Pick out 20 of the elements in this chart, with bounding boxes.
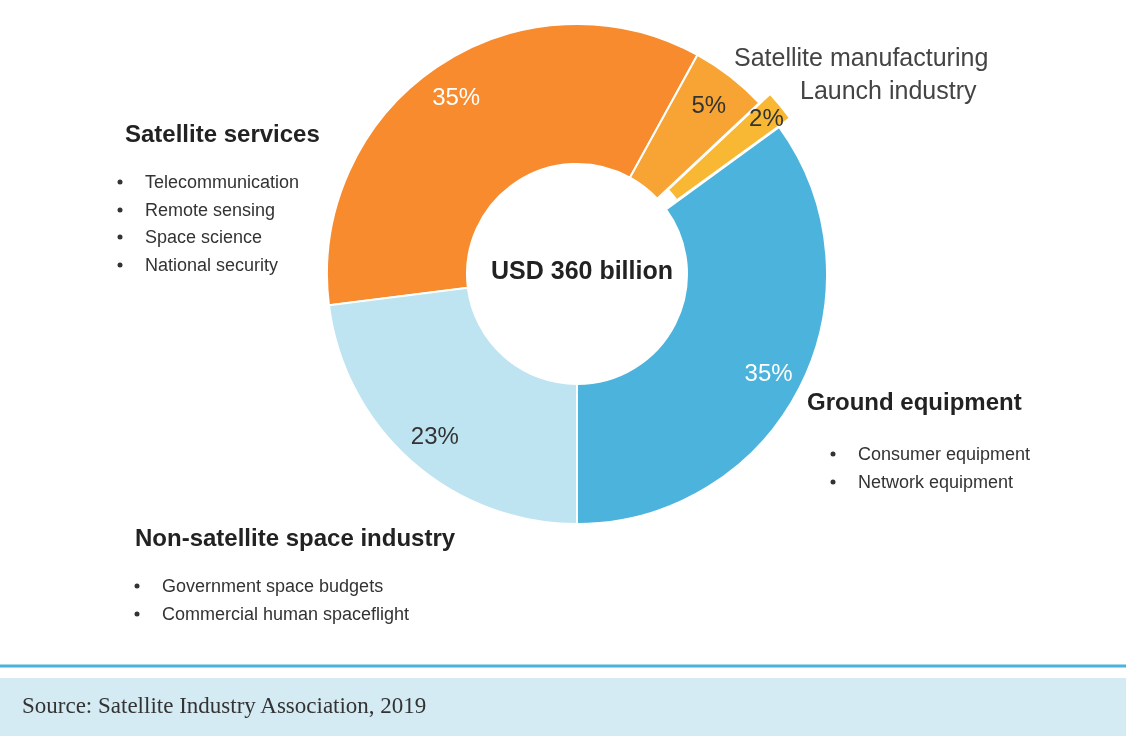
text: Consumer equipment — [858, 444, 1031, 464]
text: Space science — [145, 227, 263, 247]
text: USD 360 billion — [491, 256, 673, 284]
text: Network equipment — [858, 472, 1014, 492]
data-label: 35% — [432, 83, 481, 111]
data-label: 5% — [691, 91, 727, 119]
text: National security — [145, 255, 279, 275]
slice-label: Ground equipment — [807, 388, 1022, 415]
slice-label: Satellite services — [125, 120, 320, 147]
slice-label: Satellite manufacturing — [734, 43, 989, 71]
data-label: 35% — [744, 358, 793, 386]
source-note: Source: Satellite Industry Association, 2019 — [22, 693, 427, 718]
slice-label: Launch industry — [800, 76, 977, 104]
text: Telecommunication — [145, 172, 300, 192]
text: Remote sensing — [145, 200, 276, 220]
data-label: 2% — [749, 104, 784, 132]
slice-label: Non-satellite space industry — [135, 524, 456, 551]
data-label: 23% — [410, 422, 459, 450]
text: Commercial human spaceflight — [162, 604, 410, 624]
text: Government space budgets — [162, 576, 384, 596]
